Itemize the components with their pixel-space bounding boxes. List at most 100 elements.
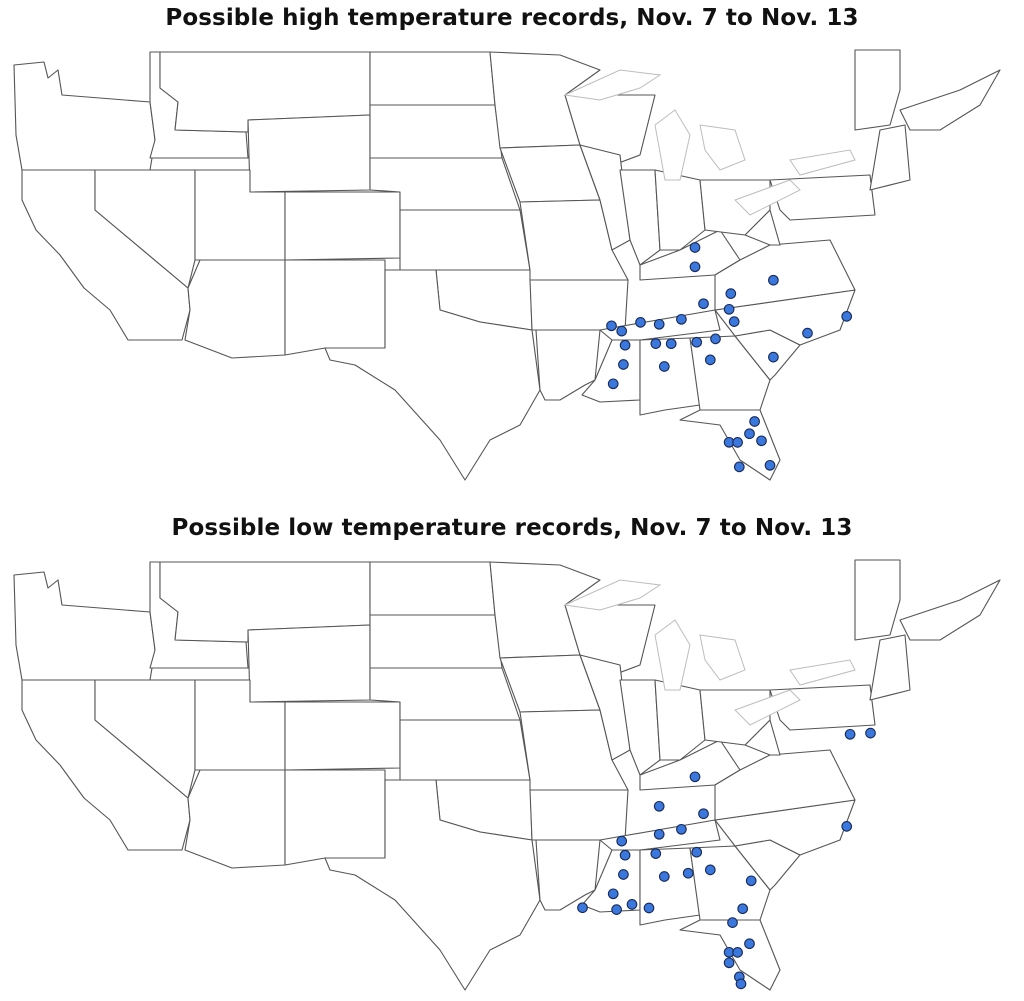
great-lakes: [563, 69, 856, 216]
state-shape: [369, 104, 503, 159]
state-borders: [13, 49, 1001, 481]
state-shape: [369, 561, 496, 616]
station-dot: [698, 298, 709, 310]
station-dot: [643, 902, 655, 914]
state-shape: [184, 259, 286, 359]
lake-shape: [789, 659, 856, 686]
station-dot: [618, 359, 629, 370]
state-shape: [247, 114, 371, 193]
state-shape: [714, 239, 856, 311]
state-shape: [654, 679, 706, 761]
state-shape: [13, 571, 156, 681]
station-dot: [744, 428, 755, 440]
state-shape: [184, 769, 286, 869]
station-dot: [618, 869, 629, 880]
state-shape: [579, 144, 631, 251]
state-shape: [13, 61, 156, 171]
state-shape: [284, 191, 401, 261]
station-dot: [607, 888, 619, 900]
state-shape: [869, 124, 911, 191]
station-dot: [764, 459, 776, 471]
us-map-high: [13, 49, 1001, 481]
state-shape: [579, 654, 631, 761]
station-dot: [616, 835, 628, 847]
station-dot: [844, 728, 856, 740]
lake-shape: [699, 124, 746, 171]
great-lakes: [563, 579, 856, 726]
station-dot: [802, 327, 813, 339]
lake-shape: [654, 109, 691, 181]
station-dot: [689, 771, 701, 783]
lake-shape: [563, 69, 662, 101]
state-shape: [619, 169, 661, 266]
lake-shape: [734, 179, 801, 216]
station-dot: [728, 316, 740, 327]
station-dot: [723, 957, 735, 969]
station-dot: [577, 902, 588, 914]
station-dot: [723, 303, 735, 315]
state-shape: [679, 409, 781, 481]
station-dot: [749, 416, 760, 427]
station-dot: [650, 338, 662, 349]
station-dot: [658, 871, 670, 882]
state-shape: [369, 51, 496, 106]
station-dot: [725, 288, 737, 299]
station-dot: [607, 378, 619, 390]
state-shape: [899, 69, 1001, 131]
lake-shape: [654, 619, 691, 691]
station-dot: [732, 437, 743, 448]
station-dot: [735, 978, 747, 990]
station-dot: [691, 846, 703, 858]
station-dot: [744, 938, 755, 950]
state-shape: [284, 259, 386, 356]
station-dot: [745, 875, 757, 887]
us-map-low: [13, 559, 1001, 991]
station-dot: [727, 917, 738, 928]
station-dot: [676, 823, 687, 835]
station-dot: [698, 808, 709, 820]
state-shape: [94, 679, 196, 799]
station-dot: [653, 800, 665, 812]
station-dot: [635, 317, 646, 328]
record-stations: [577, 727, 876, 990]
state-shape: [619, 679, 661, 776]
map-panel-high: Possible high temperature records, Nov. …: [0, 0, 1024, 500]
station-dot: [626, 899, 638, 910]
map-panel-low: Possible low temperature records, Nov. 7…: [0, 510, 1024, 1001]
state-shape: [324, 269, 541, 481]
station-dot: [653, 318, 665, 330]
station-dot: [658, 361, 670, 372]
state-shape: [854, 49, 901, 131]
station-dot: [611, 904, 622, 915]
state-shape: [284, 769, 386, 866]
station-dot: [691, 336, 703, 348]
map-title-high: Possible high temperature records, Nov. …: [165, 5, 859, 31]
station-dot: [650, 848, 662, 859]
state-shape: [899, 579, 1001, 641]
station-dot: [710, 333, 721, 345]
state-shape: [247, 624, 371, 703]
station-dot: [704, 864, 716, 876]
state-shape: [869, 634, 911, 701]
station-dot: [733, 461, 745, 473]
lake-shape: [789, 149, 856, 176]
state-shape: [689, 335, 771, 411]
state-shape: [324, 779, 541, 991]
state-shape: [654, 169, 706, 251]
station-dot: [653, 828, 665, 840]
station-dot: [737, 903, 749, 915]
state-shape: [284, 701, 401, 771]
station-dot: [606, 320, 617, 332]
station-dot: [841, 311, 853, 322]
station-dot: [665, 338, 677, 350]
state-shape: [854, 559, 901, 641]
station-dot: [732, 947, 743, 958]
station-dot: [682, 867, 694, 879]
station-dot: [756, 435, 767, 447]
state-shape: [679, 919, 781, 991]
station-dot: [619, 849, 631, 861]
state-shape: [639, 337, 701, 416]
map-title-low: Possible low temperature records, Nov. 7…: [171, 515, 853, 541]
lake-shape: [734, 689, 801, 726]
station-dot: [768, 274, 779, 286]
